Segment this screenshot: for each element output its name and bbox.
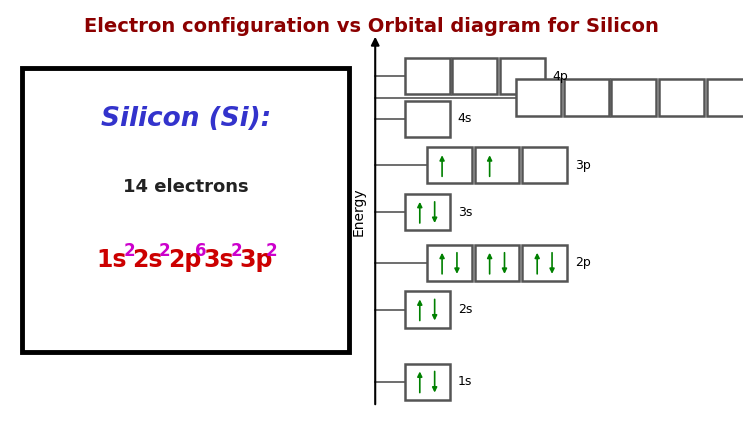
Bar	[405, 194, 450, 230]
Text: 2p: 2p	[168, 248, 201, 272]
Text: 1s: 1s	[458, 375, 472, 388]
Text: 14 electrons: 14 electrons	[123, 178, 249, 196]
Bar	[475, 245, 519, 281]
Bar	[452, 59, 497, 95]
Bar	[427, 148, 472, 183]
Text: 2: 2	[123, 242, 135, 259]
Bar	[405, 101, 450, 137]
Bar	[522, 245, 567, 281]
Bar	[427, 245, 472, 281]
Bar	[611, 80, 656, 115]
Text: 4s: 4s	[458, 112, 472, 125]
Text: 2: 2	[230, 242, 242, 259]
Text: 3p: 3p	[575, 159, 591, 172]
Bar	[522, 148, 567, 183]
Bar	[405, 292, 450, 327]
Text: 3p: 3p	[239, 248, 273, 272]
Bar	[564, 80, 609, 115]
Text: Silicon (Si):: Silicon (Si):	[101, 106, 270, 132]
Bar	[405, 363, 450, 399]
Text: 2: 2	[266, 242, 278, 259]
Text: 3s: 3s	[458, 206, 472, 218]
Bar	[22, 68, 349, 352]
Text: 2p: 2p	[575, 257, 591, 269]
Text: Electron configuration vs Orbital diagram for Silicon: Electron configuration vs Orbital diagra…	[84, 17, 659, 36]
Text: 1s: 1s	[97, 248, 127, 272]
Text: 3s: 3s	[204, 248, 234, 272]
Bar	[405, 59, 450, 95]
Bar	[516, 80, 561, 115]
Text: 6: 6	[195, 242, 206, 259]
Bar	[659, 80, 704, 115]
Bar	[707, 80, 743, 115]
Text: Energy: Energy	[352, 188, 366, 236]
Bar	[475, 148, 519, 183]
Text: 2s: 2s	[132, 248, 163, 272]
Bar	[500, 59, 545, 95]
Text: 2s: 2s	[458, 303, 472, 316]
Text: 2: 2	[159, 242, 171, 259]
Text: 4p: 4p	[553, 70, 568, 83]
